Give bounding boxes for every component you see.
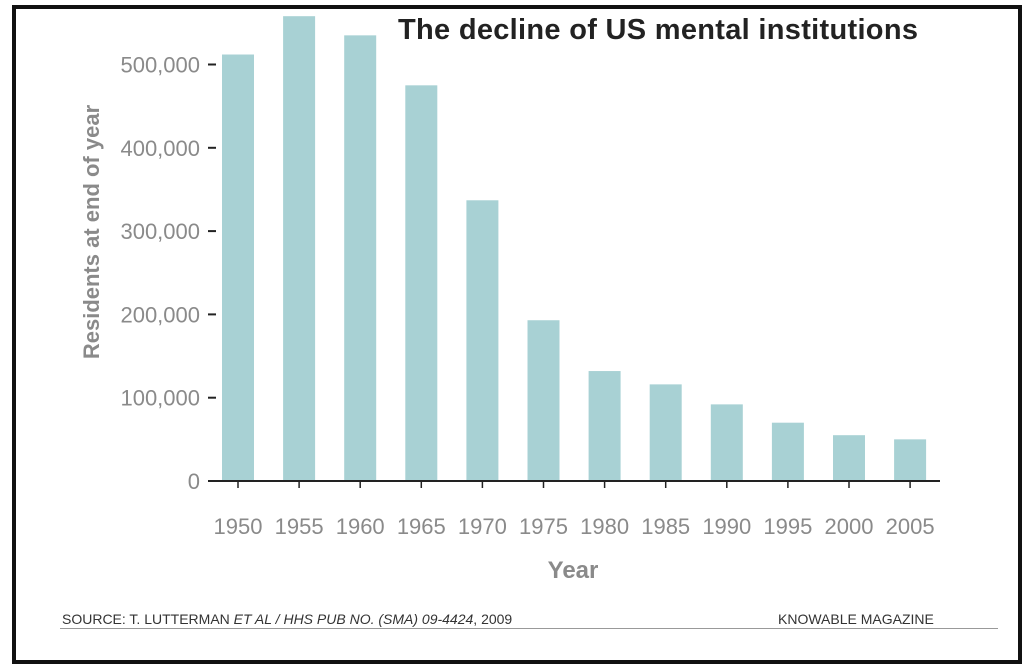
chart-frame (12, 5, 1022, 664)
y-tick-label: 500,000 (120, 53, 200, 78)
source-suffix: , 2009 (473, 611, 513, 627)
source-prefix: SOURCE: T. LUTTERMAN (62, 611, 234, 627)
x-tick-label: 1990 (702, 514, 751, 539)
x-tick-label: 1950 (214, 514, 263, 539)
x-tick-label: 1965 (397, 514, 446, 539)
bar-1995 (771, 422, 804, 481)
bar-1975 (527, 320, 560, 481)
source-italic: ET AL / HHS PUB NO. (SMA) 09-4424 (233, 611, 474, 627)
bar-1985 (649, 384, 682, 481)
y-tick-label: 300,000 (120, 219, 200, 244)
x-tick-label: 1985 (641, 514, 690, 539)
x-tick-label: 1955 (275, 514, 324, 539)
bar-1970 (466, 200, 499, 482)
bar-2000 (833, 435, 865, 481)
x-tick-label: 1980 (580, 514, 629, 539)
y-tick-label: 400,000 (120, 136, 200, 161)
publisher-credit: KNOWABLE MAGAZINE (778, 611, 934, 627)
y-tick-label: 100,000 (120, 386, 200, 411)
x-axis-label: Year (548, 557, 599, 584)
x-tick-label: 1995 (763, 514, 812, 539)
x-tick-label: 1960 (336, 514, 385, 539)
bar-1965 (405, 85, 438, 481)
bar-1990 (710, 404, 743, 481)
bar-1980 (588, 371, 621, 481)
x-tick-label: 1970 (458, 514, 507, 539)
y-axis-label: Residents at end of year (79, 104, 104, 359)
chart-title: The decline of US mental institutions (398, 14, 919, 46)
bar-2005 (894, 439, 927, 481)
y-tick-label: 200,000 (120, 302, 200, 327)
x-tick-label: 2005 (886, 514, 935, 539)
bar-1955 (283, 16, 316, 481)
source-credit: SOURCE: T. LUTTERMAN ET AL / HHS PUB NO.… (62, 611, 512, 627)
bar-1960 (344, 35, 377, 481)
bar-1950 (222, 54, 254, 482)
x-tick-label: 2000 (825, 514, 874, 539)
footer-rule (60, 628, 998, 629)
y-tick-label: 0 (188, 469, 200, 494)
x-tick-label: 1975 (519, 514, 568, 539)
